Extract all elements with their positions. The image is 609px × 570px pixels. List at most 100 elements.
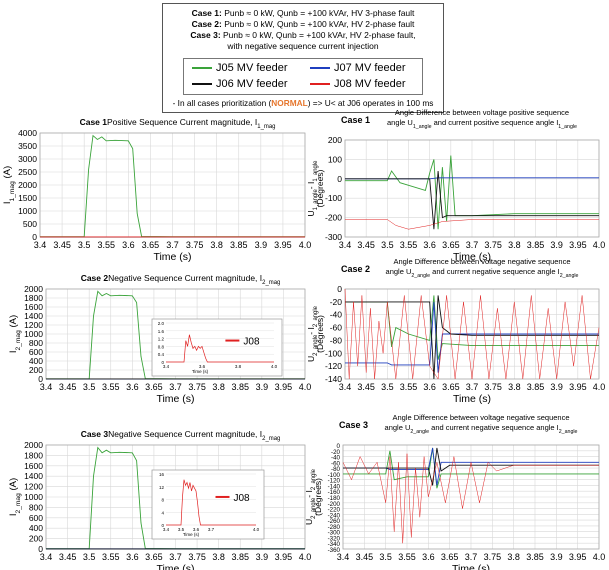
x-tick-label: 3.55 [102,382,120,392]
x-tick-label: 3.75 [484,382,502,392]
x-tick-label: 3.75 [484,552,502,562]
x-tick-label: 3.95 [569,552,587,562]
x-axis-label: Time (s) [153,251,191,263]
y-tick-label: 600 [29,347,43,357]
x-tick-label: 3.55 [102,552,120,562]
x-tick-label: 3.85 [527,382,545,392]
y-tick-label: -200 [328,501,341,508]
y-tick-label: 200 [29,534,43,544]
y-tick-label: 100 [328,154,342,164]
x-tick-label: 3.85 [231,552,249,562]
y-tick-label: 1600 [24,302,43,312]
x-tick-label: 3.4 [339,240,352,250]
inset-y-tick: 8 [161,498,164,503]
series-line [46,446,305,550]
x-tick-label: 3.55 [398,552,416,562]
y-tick-label: 800 [29,502,43,512]
x-tick-label: 3.65 [442,240,460,250]
chart-title: Angle Difference between voltage positiv… [395,108,569,117]
x-tick-label: 4.0 [299,382,312,392]
y-axis-label: I2_mag (A) [8,315,22,353]
line-swatch-icon [192,83,212,85]
x-tick-label: 3.5 [83,552,96,562]
y-tick-label: -100 [328,472,341,479]
case-3-description: Case 3: Punb ≈ 0 kW, Qunb = +100 kVAr, H… [190,30,416,40]
y-axis-unit: (Degrees) [313,478,323,516]
plot-frame [344,139,600,238]
x-tick-label: 3.8 [212,552,225,562]
x-tick-label: 3.6 [122,240,135,250]
x-tick-label: 3.85 [231,382,249,392]
chart-c1r: 3.4 3.45 3.5 3.55 3.6 3.65 3.7 3.75 3.8 3.85 3.9 3.… [306,108,605,263]
y-tick-label: 1000 [24,329,43,339]
y-tick-label: 400 [29,523,43,533]
chart-c2l: 3.4 3.45 3.5 3.55 3.6 3.65 3.7 3.75 3.8 3.85 3.9 3.… [8,273,311,405]
inset-x-label: Time (s) [183,532,200,537]
x-tick-label: 3.5 [83,382,96,392]
y-tick-label: 1500 [18,193,37,203]
x-tick-label: 3.45 [53,240,71,250]
x-tick-label: 3.65 [441,552,459,562]
chart-title: Case 1Positive Sequence Current magnitud… [80,117,276,130]
y-tick-label: -60 [331,460,341,467]
x-tick-label: 3.6 [423,382,436,392]
legend-item-j07: J07 MV feeder [310,62,406,74]
y-tick-label: -100 [325,193,342,203]
x-tick-label: 3.7 [465,552,478,562]
x-tick-label: 3.75 [484,240,502,250]
y-axis-unit: (Degrees) [315,315,325,353]
inset-chart: 0 0.4 0.8 1.2 1.6 2.0 3.4 3.6 3.8 4.0 Time (s) J08 [151,318,283,377]
case-1-description: Case 1: Punb ≈ 0 kW, Qunb = +100 kVAr, H… [191,8,415,18]
x-tick-label: 3.55 [97,240,115,250]
y-tick-label: 0 [38,374,43,384]
chart-title: Angle Difference between voltage negativ… [392,413,569,422]
x-tick-label: 3.55 [400,382,418,392]
x-tick-label: 3.45 [357,240,375,250]
series-line [345,219,599,230]
y-axis-label: I2_mag (A) [8,478,22,516]
x-tick-label: 4.0 [299,240,312,250]
x-axis-label: Time (s) [453,393,491,405]
x-tick-label: 3.4 [337,552,350,562]
x-axis-label: Time (s) [452,563,490,570]
inset-y-tick: 1.2 [158,337,165,342]
y-tick-label: 4000 [18,128,37,138]
y-tick-label: 0 [32,232,37,242]
x-tick-label: 3.75 [186,240,204,250]
y-tick-label: 400 [29,356,43,366]
x-tick-label: 3.4 [34,240,47,250]
y-tick-label: -120 [328,478,341,485]
x-tick-label: 3.4 [40,382,53,392]
inset-x-tick: 4.0 [253,527,260,532]
x-tick-label: 3.8 [212,382,225,392]
case-3-continuation: with negative sequence current injection [227,41,379,51]
x-tick-label: 3.5 [379,552,392,562]
inset-y-tick: 16 [159,472,165,477]
plot-frame [342,444,600,550]
inset-x-tick: 3.8 [235,364,242,369]
y-tick-label: -200 [325,213,342,223]
x-tick-label: 4.0 [593,552,606,562]
inset-series-line [166,334,274,363]
x-tick-label: 4.0 [299,552,312,562]
x-tick-label: 3.95 [275,382,293,392]
y-tick-label: 0 [337,174,342,184]
line-swatch-icon [310,83,330,85]
inset-x-tick: 3.6 [199,364,206,369]
y-tick-label: 2500 [18,167,37,177]
series-line [46,290,305,380]
inset-y-tick: 0.8 [158,344,165,349]
y-tick-label: -80 [331,466,341,473]
y-tick-label: 1400 [24,311,43,321]
inset-legend-label: J08 [234,493,251,504]
y-tick-label: 0 [337,284,342,294]
inset-frame [151,469,265,540]
case-label: Case 1 [341,115,370,125]
inset-x-label: Time (s) [192,369,209,374]
y-tick-label: -280 [328,524,341,531]
x-tick-label: 3.65 [442,382,460,392]
x-tick-label: 3.6 [422,552,435,562]
inset-y-tick: 1.6 [158,329,165,334]
x-tick-label: 4.0 [593,382,606,392]
y-tick-label: -300 [328,530,341,537]
